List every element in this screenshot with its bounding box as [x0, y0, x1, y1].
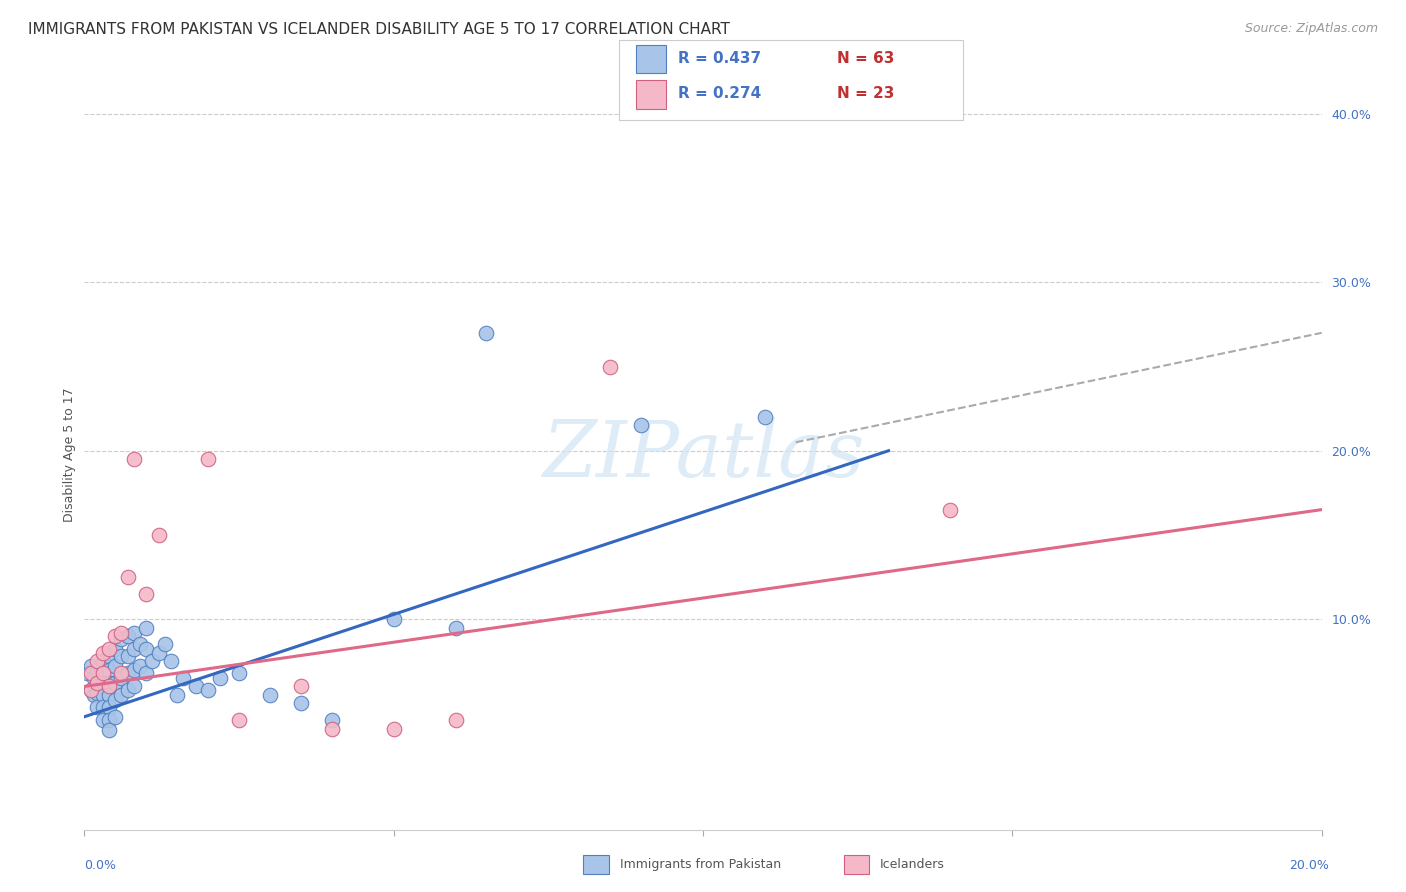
- Point: [91, 699, 114, 714]
- Point: [475, 326, 498, 340]
- Point: [259, 688, 281, 702]
- Text: Icelanders: Icelanders: [880, 858, 945, 871]
- Point: [122, 663, 145, 677]
- Point: [86, 686, 108, 700]
- Point: [98, 699, 121, 714]
- Point: [91, 713, 114, 727]
- Point: [104, 693, 127, 707]
- Point: [98, 663, 121, 677]
- Point: [939, 502, 962, 516]
- Point: [197, 452, 219, 467]
- Point: [91, 665, 114, 680]
- Point: [110, 649, 132, 664]
- Point: [110, 665, 132, 680]
- Point: [91, 654, 114, 668]
- Point: [98, 688, 121, 702]
- Point: [135, 620, 157, 634]
- Point: [83, 688, 105, 702]
- Point: [89, 659, 111, 673]
- Point: [599, 359, 621, 374]
- Point: [117, 682, 139, 697]
- Point: [98, 676, 121, 690]
- Point: [104, 676, 127, 690]
- Point: [98, 680, 121, 694]
- Point: [98, 723, 121, 738]
- Point: [129, 659, 152, 673]
- Point: [153, 637, 176, 651]
- Point: [117, 570, 139, 584]
- Text: ZIPatlas: ZIPatlas: [541, 417, 865, 493]
- Point: [122, 642, 145, 657]
- Point: [630, 418, 652, 433]
- Point: [122, 625, 145, 640]
- Text: R = 0.437: R = 0.437: [678, 51, 761, 66]
- Point: [754, 410, 776, 425]
- Point: [228, 713, 250, 727]
- Point: [91, 676, 114, 690]
- Point: [172, 671, 194, 685]
- Point: [122, 680, 145, 694]
- Point: [104, 659, 127, 673]
- Text: Source: ZipAtlas.com: Source: ZipAtlas.com: [1244, 22, 1378, 36]
- Point: [98, 649, 121, 664]
- Point: [91, 688, 114, 702]
- Point: [290, 680, 312, 694]
- Point: [110, 625, 132, 640]
- Point: [197, 682, 219, 697]
- Point: [382, 612, 405, 626]
- Point: [79, 682, 101, 697]
- Point: [79, 665, 101, 680]
- Point: [104, 710, 127, 724]
- Point: [98, 713, 121, 727]
- Point: [141, 654, 163, 668]
- Text: IMMIGRANTS FROM PAKISTAN VS ICELANDER DISABILITY AGE 5 TO 17 CORRELATION CHART: IMMIGRANTS FROM PAKISTAN VS ICELANDER DI…: [28, 22, 730, 37]
- Text: N = 63: N = 63: [837, 51, 894, 66]
- Point: [160, 654, 183, 668]
- Text: 20.0%: 20.0%: [1289, 859, 1329, 871]
- Point: [117, 649, 139, 664]
- Point: [135, 642, 157, 657]
- Point: [184, 680, 207, 694]
- Y-axis label: Disability Age 5 to 17: Disability Age 5 to 17: [63, 388, 76, 522]
- Point: [122, 452, 145, 467]
- Point: [104, 629, 127, 643]
- Point: [79, 659, 101, 673]
- Point: [166, 688, 188, 702]
- Point: [110, 632, 132, 647]
- Point: [444, 620, 467, 634]
- Point: [117, 629, 139, 643]
- Point: [209, 671, 232, 685]
- Point: [86, 676, 108, 690]
- Text: Immigrants from Pakistan: Immigrants from Pakistan: [620, 858, 782, 871]
- Point: [228, 665, 250, 680]
- Text: 0.0%: 0.0%: [84, 859, 117, 871]
- Point: [86, 699, 108, 714]
- Point: [110, 671, 132, 685]
- Point: [91, 665, 114, 680]
- Point: [83, 671, 105, 685]
- Point: [135, 587, 157, 601]
- Point: [76, 665, 98, 680]
- Text: N = 23: N = 23: [837, 86, 894, 101]
- Point: [135, 665, 157, 680]
- Point: [104, 642, 127, 657]
- Text: R = 0.274: R = 0.274: [678, 86, 761, 101]
- Point: [290, 696, 312, 710]
- Point: [148, 528, 170, 542]
- Point: [321, 722, 343, 736]
- Point: [86, 654, 108, 668]
- Point: [110, 688, 132, 702]
- Point: [444, 713, 467, 727]
- Point: [79, 682, 101, 697]
- Point: [321, 713, 343, 727]
- Point: [117, 665, 139, 680]
- Point: [86, 676, 108, 690]
- Point: [86, 663, 108, 677]
- Point: [382, 722, 405, 736]
- Point: [148, 646, 170, 660]
- Point: [91, 646, 114, 660]
- Point: [98, 642, 121, 657]
- Point: [129, 637, 152, 651]
